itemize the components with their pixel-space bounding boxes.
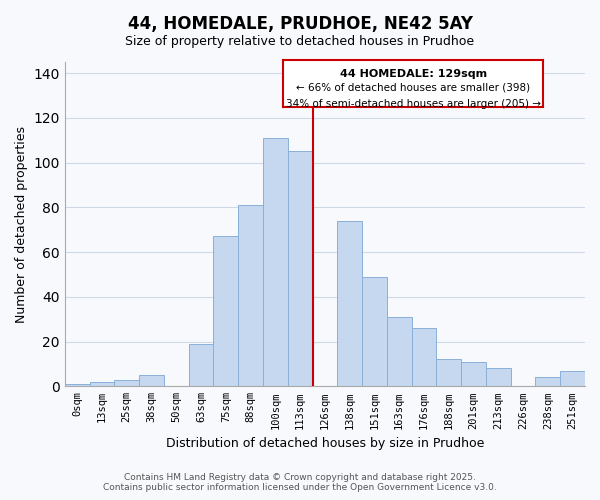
Text: Size of property relative to detached houses in Prudhoe: Size of property relative to detached ho…	[125, 35, 475, 48]
Bar	[560, 370, 585, 386]
Bar	[89, 382, 115, 386]
Bar	[387, 317, 412, 386]
Bar	[115, 380, 139, 386]
Bar	[412, 328, 436, 386]
Bar	[288, 152, 313, 386]
Bar	[238, 205, 263, 386]
X-axis label: Distribution of detached houses by size in Prudhoe: Distribution of detached houses by size …	[166, 437, 484, 450]
Bar	[214, 236, 238, 386]
Bar	[535, 378, 560, 386]
Text: 44, HOMEDALE, PRUDHOE, NE42 5AY: 44, HOMEDALE, PRUDHOE, NE42 5AY	[128, 15, 473, 33]
Bar	[139, 375, 164, 386]
Bar	[436, 360, 461, 386]
Bar	[337, 221, 362, 386]
Y-axis label: Number of detached properties: Number of detached properties	[15, 126, 28, 322]
Bar	[263, 138, 288, 386]
Bar	[188, 344, 214, 387]
Bar	[461, 362, 486, 386]
Text: Contains HM Land Registry data © Crown copyright and database right 2025.
Contai: Contains HM Land Registry data © Crown c…	[103, 473, 497, 492]
Bar	[362, 276, 387, 386]
Bar	[486, 368, 511, 386]
Bar	[65, 384, 89, 386]
